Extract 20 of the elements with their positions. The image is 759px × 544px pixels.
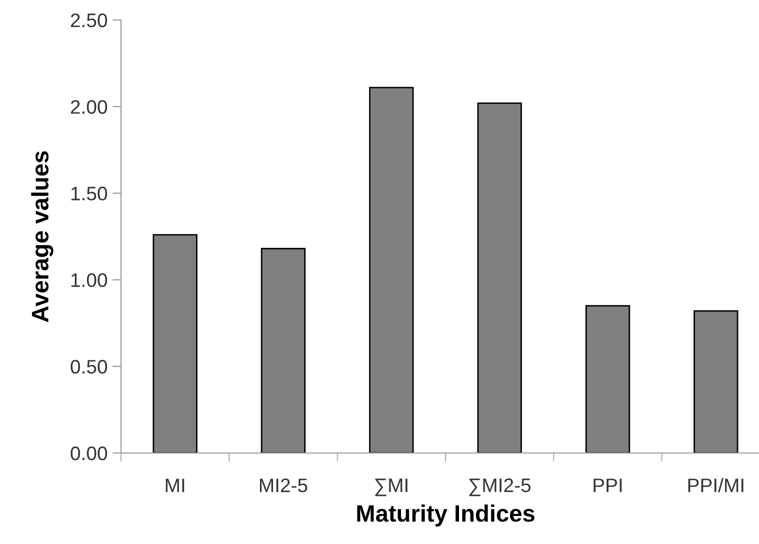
y-axis-title: Average values <box>31 151 54 322</box>
x-tick-label: PPI <box>594 478 622 492</box>
x-axis-title: Maturity Indices <box>357 504 534 526</box>
y-tick-label: 0.50 <box>70 360 108 374</box>
y-tick-label: 1.50 <box>71 186 108 200</box>
bar <box>477 102 522 453</box>
x-tick-label: ∑MI2-5 <box>469 478 531 496</box>
y-tick-label: 1.00 <box>71 273 108 288</box>
bar <box>585 305 630 453</box>
x-tick-label: PPI/MI <box>688 478 744 492</box>
y-tick-label: 2.50 <box>70 13 108 28</box>
bar <box>694 310 738 453</box>
y-tick-label: 2.00 <box>70 100 108 114</box>
x-tick-label: ∑MI <box>375 478 408 496</box>
bar <box>369 86 414 453</box>
y-tick-label: 0.00 <box>70 446 108 460</box>
bar <box>260 248 306 453</box>
bar <box>152 234 198 453</box>
x-tick-label: MI <box>166 478 184 492</box>
x-tick-label: MI2-5 <box>260 478 308 492</box>
